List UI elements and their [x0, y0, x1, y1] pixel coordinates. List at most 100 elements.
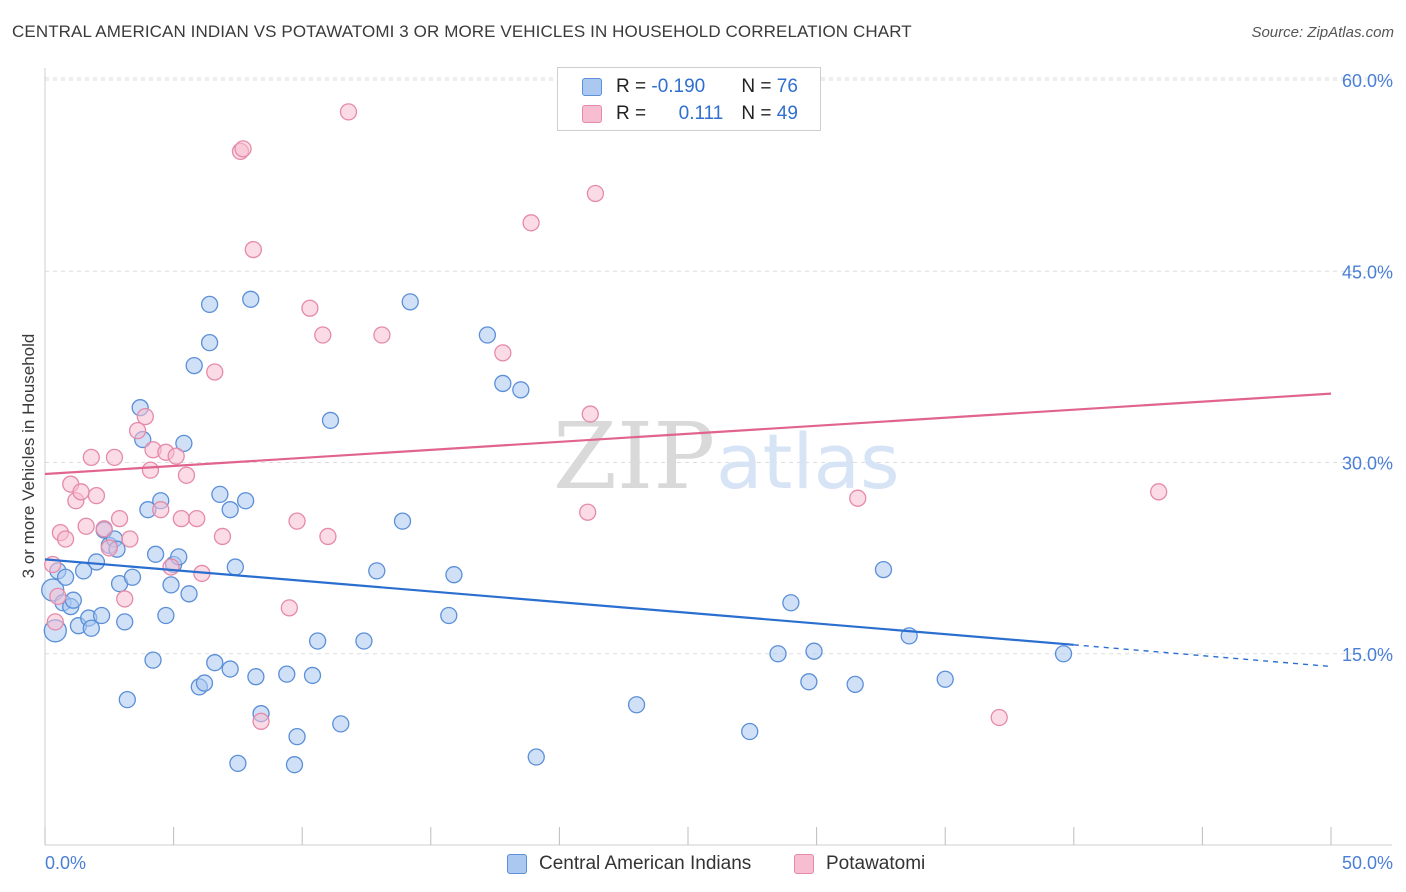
r-label: R = — [616, 103, 652, 124]
data-point-pink — [213, 527, 232, 546]
trend-line-blue-dashed — [1073, 644, 1332, 668]
stats-legend: R = -0.190 N = 76 R = 0.111 N = 49 — [557, 67, 821, 131]
data-point-pink — [105, 448, 124, 467]
data-point-blue — [285, 756, 304, 774]
data-point-blue — [769, 645, 787, 663]
blue-swatch — [507, 854, 527, 874]
data-point-blue — [229, 754, 247, 773]
data-point-blue — [118, 691, 136, 709]
data-point-blue — [393, 512, 412, 530]
data-point-pink — [234, 140, 252, 158]
data-point-blue — [221, 501, 239, 519]
trend-line-pink — [44, 392, 1332, 476]
data-point-blue — [236, 492, 255, 510]
legend-row-pink: R = 0.111 N = 49 — [582, 101, 798, 127]
data-point-blue — [627, 696, 646, 714]
r-value: -0.190 — [651, 76, 706, 97]
axes — [44, 68, 1392, 846]
central-american-indians-points — [41, 290, 1073, 774]
data-point-blue — [355, 632, 373, 650]
data-point-blue — [87, 553, 106, 571]
chart-title: CENTRAL AMERICAN INDIAN VS POTAWATOMI 3 … — [12, 22, 912, 41]
data-point-pink — [116, 590, 134, 608]
y-tick-label: 60.0% — [1342, 71, 1393, 91]
data-point-blue — [303, 666, 322, 685]
data-point-blue — [805, 642, 823, 660]
data-point-blue — [180, 585, 198, 603]
data-point-blue — [144, 651, 162, 669]
data-point-pink — [110, 509, 129, 528]
data-point-pink — [339, 103, 358, 121]
data-point-pink — [152, 501, 170, 519]
data-point-blue — [200, 333, 219, 352]
data-point-blue — [146, 545, 165, 563]
data-point-pink — [252, 712, 270, 730]
y-axis-title: 3 or more Vehicles in Household — [19, 334, 38, 579]
y-tick-labels: 15.0% 30.0% 45.0% 60.0% — [1342, 71, 1393, 665]
gridlines — [45, 77, 1392, 655]
y-tick-label: 45.0% — [1342, 262, 1393, 282]
legend-item-central-american-indians[interactable]: Central American Indians — [507, 851, 751, 877]
data-point-blue — [242, 290, 260, 308]
watermark-atlas: atlas — [716, 417, 900, 506]
data-point-blue — [512, 381, 530, 399]
x-tick-label: 50.0% — [1342, 853, 1393, 873]
legend-row-blue: R = -0.190 N = 76 — [582, 74, 798, 100]
data-point-pink — [1150, 483, 1168, 501]
data-point-blue — [368, 562, 386, 580]
data-point-blue — [332, 715, 350, 733]
data-point-pink — [244, 240, 262, 259]
x-tick-labels: 0.0% 50.0% — [45, 853, 1393, 873]
data-point-pink — [288, 512, 306, 530]
data-point-pink — [314, 326, 332, 344]
data-point-blue — [782, 594, 800, 612]
data-point-blue — [308, 632, 327, 650]
n-value: 49 — [776, 103, 798, 124]
data-point-blue — [321, 411, 340, 430]
data-point-pink — [77, 517, 95, 535]
data-point-pink — [301, 299, 319, 317]
data-point-blue — [82, 619, 100, 637]
data-point-blue — [247, 668, 265, 686]
data-point-pink — [206, 363, 224, 381]
data-point-pink — [849, 489, 867, 507]
legend-label: Central American Indians — [539, 853, 752, 874]
data-point-pink — [581, 405, 599, 423]
data-point-blue — [221, 660, 239, 678]
legend-item-potawatomi[interactable]: Potawatomi — [794, 851, 925, 877]
data-point-blue — [741, 722, 759, 741]
pink-swatch — [794, 854, 814, 874]
pink-swatch — [582, 105, 602, 123]
data-point-pink — [494, 344, 512, 362]
data-point-pink — [579, 503, 597, 521]
data-point-pink — [990, 708, 1008, 727]
data-point-blue — [92, 606, 111, 625]
data-point-pink — [319, 527, 337, 546]
data-point-blue — [157, 606, 175, 625]
blue-swatch — [582, 78, 602, 96]
data-point-pink — [177, 466, 196, 484]
data-point-blue — [278, 665, 296, 683]
data-point-pink — [121, 530, 139, 548]
data-point-blue — [936, 670, 954, 688]
data-point-blue — [206, 654, 224, 672]
data-point-blue — [494, 374, 512, 393]
data-point-blue — [478, 326, 497, 344]
data-point-pink — [167, 447, 185, 465]
data-point-pink — [82, 448, 100, 467]
data-point-blue — [288, 727, 306, 746]
data-point-blue — [64, 591, 82, 609]
r-label: R = — [616, 76, 652, 97]
data-point-blue — [527, 748, 545, 766]
data-point-pink — [56, 530, 75, 548]
data-point-blue — [56, 568, 75, 586]
data-point-pink — [162, 558, 180, 576]
data-point-pink — [141, 461, 160, 479]
data-point-blue — [123, 568, 142, 586]
data-point-blue — [401, 293, 419, 311]
trend-lines — [44, 392, 1332, 668]
potawatomi-points — [44, 103, 1168, 730]
data-point-blue — [185, 356, 203, 375]
data-point-pink — [373, 326, 391, 344]
